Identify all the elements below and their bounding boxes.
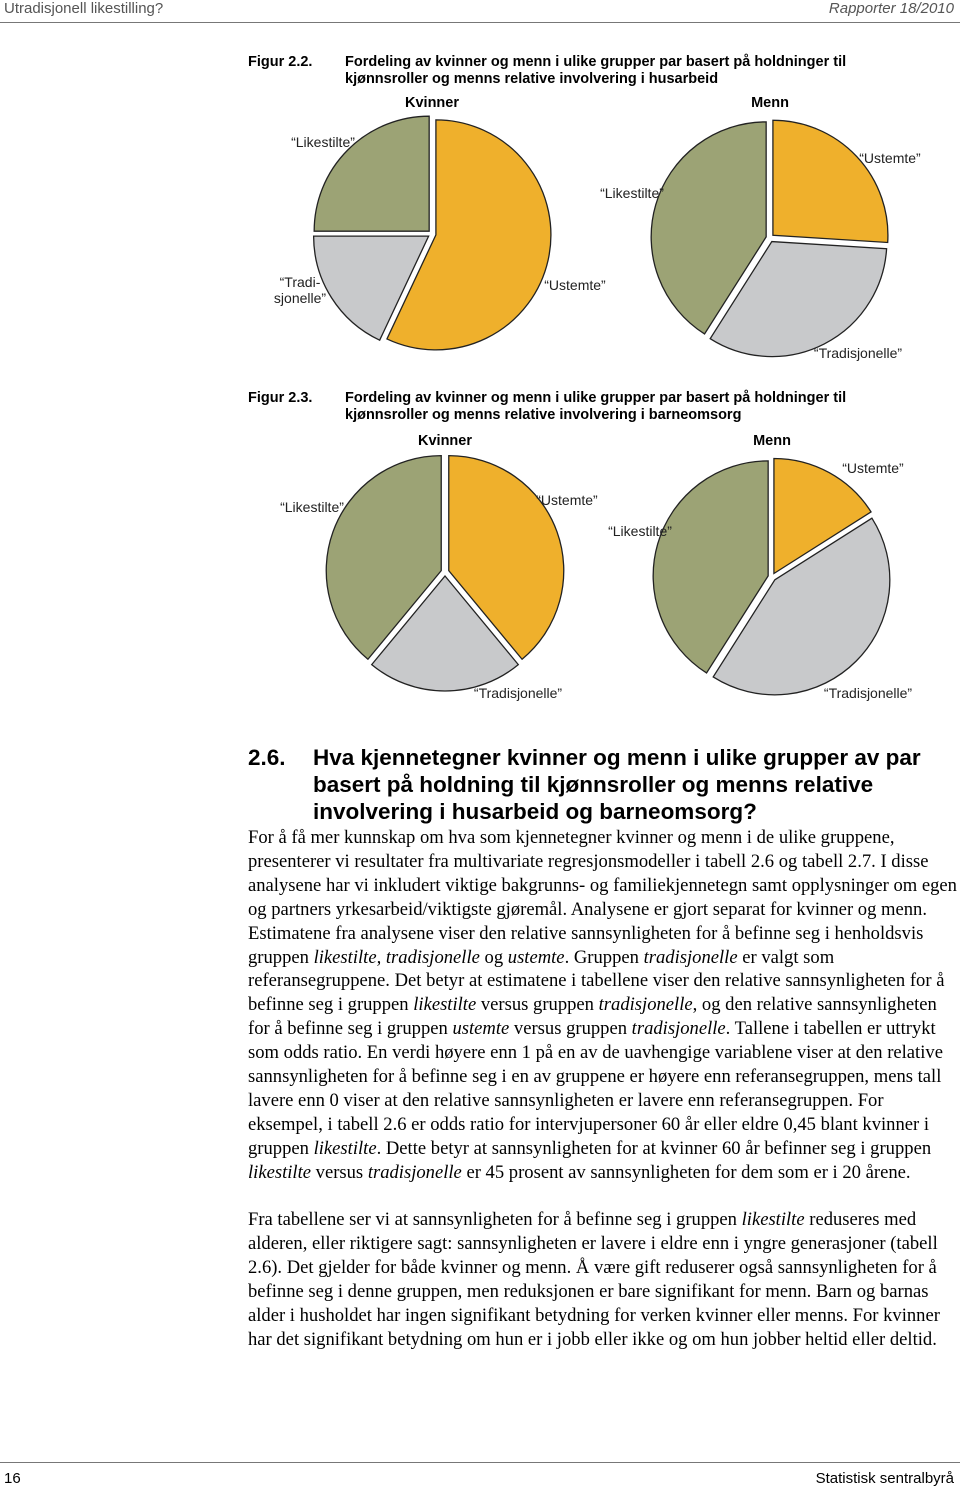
publisher: Statistisk sentralbyrå [815,1470,954,1487]
pie-slice [773,457,872,575]
emphasis: likestilte [413,994,477,1016]
emphasis: ustemte [507,946,565,968]
text-run: er 45 prosent av sannsynligheten for dem… [461,1161,911,1183]
footer-rule [0,1462,960,1463]
figure-caption: Fordeling av kvinner og menn i ulike gru… [345,390,847,423]
pie-slice [772,119,889,244]
emphasis: ustemte [452,1018,510,1040]
slice-label: “Tradisjonelle” [473,685,563,701]
text-run: . Tallene i tabellen er uttrykt som odds… [248,1018,943,1159]
emphasis: likestilte [248,1161,311,1183]
pie-slice [325,454,442,661]
pie-slice [313,115,430,232]
header-rule [0,22,960,23]
section-number: 2.6. [248,745,286,770]
pie-title: Kvinner [405,95,459,111]
text-run: versus gruppen [476,994,599,1016]
emphasis: likestilte [741,1209,805,1231]
body-text: For å få mer kunnskap om hva som kjennet… [248,826,960,1376]
text-run: versus [311,1161,368,1183]
figure-label: Figur 2.3. [248,390,313,406]
pie-slice [709,240,888,358]
header-title: Utradisjonell likestilling? [4,0,164,17]
pie-title: Kvinner [418,433,472,449]
paragraph: For å få mer kunnskap om hva som kjennet… [248,826,960,1185]
slice-label: “Likestilte” [280,499,344,515]
slice-label: “Tradisjonelle” [813,345,903,361]
pie-slice [370,574,520,692]
pie-slice [448,454,565,661]
emphasis: likestilte [313,1137,377,1159]
pie-slice [712,517,891,696]
slice-label: “Likestilte” [291,134,355,150]
text-run: . Gruppen [564,946,644,968]
slice-label: “Tradisjonelle” [823,685,913,701]
emphasis: tradisjonelle [367,1161,462,1183]
slice-label: “Tradi- sjonelle” [273,274,327,306]
figure-caption: Fordeling av kvinner og menn i ulike gru… [345,54,847,87]
slice-label: “Ustemte” [842,460,904,476]
section-title: Hva kjennetegner kvinner og menn i ulike… [313,745,921,824]
emphasis: likestilte, [313,946,382,968]
text-run: er valgt som referansegruppene. Det bety… [248,946,945,1016]
page-number: 16 [4,1470,21,1487]
pie-slice [312,235,430,342]
text-run: . Dette betyr at sannsynligheten for at … [376,1137,932,1159]
slice-label: “Likestilte” [600,185,664,201]
emphasis: tradisjonelle [598,994,693,1016]
text-run: Fra tabellene ser vi at sannsynligheten … [248,1209,742,1231]
pie-title: Menn [751,95,789,111]
slice-label: “Ustemte” [536,492,598,508]
emphasis: tradisjonelle [643,946,738,968]
text-run: versus gruppen [509,1018,632,1040]
pie-charts [312,115,891,696]
paragraph: Fra tabellene ser vi at sannsynligheten … [248,1208,960,1351]
text-run: og [479,946,508,968]
pie-slice [386,119,552,351]
emphasis: tradisjonelle [631,1018,726,1040]
emphasis: tradisjonelle [385,946,480,968]
slice-label: “Likestilte” [608,523,672,539]
text-run: reduseres med alderen, eller riktigere s… [248,1209,940,1351]
text-run: For å få mer kunnskap om hva som kjennet… [248,827,957,968]
figure-label: Figur 2.2. [248,54,313,70]
pie-title: Menn [753,433,791,449]
header-report: Rapporter 18/2010 [828,0,954,17]
pie-slice [652,460,769,674]
slice-label: “Ustemte” [859,150,921,166]
slice-label: “Ustemte” [544,277,606,293]
text-run: , og den relative sannsynlig­heten for å… [248,994,937,1040]
pie-slice [650,121,767,335]
